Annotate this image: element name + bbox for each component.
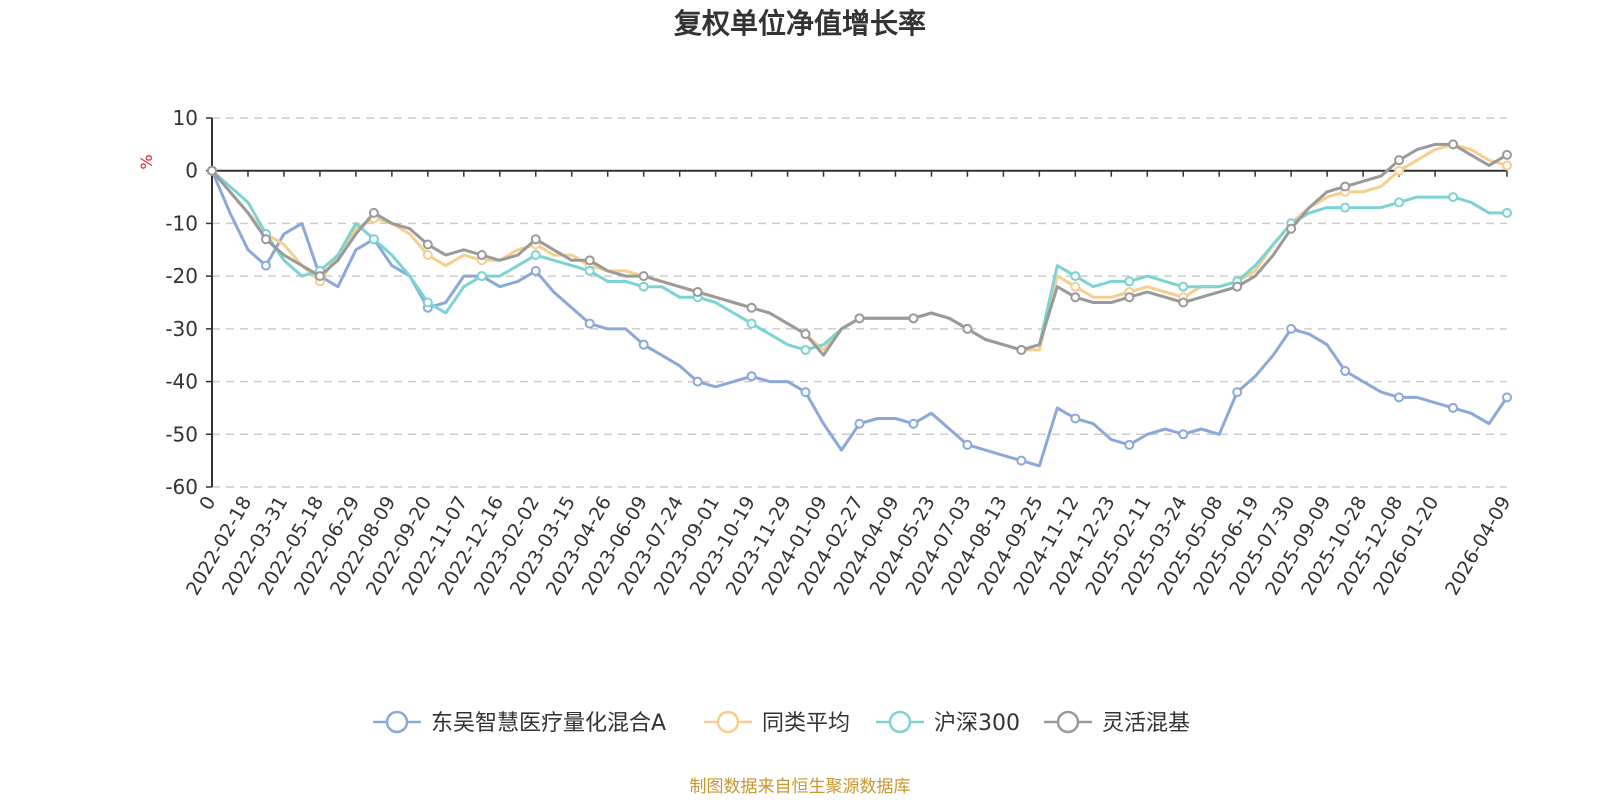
data-point (422, 250, 433, 261)
data-point (1016, 455, 1027, 466)
data-point (1286, 323, 1297, 334)
data-point (584, 318, 595, 329)
data-point (800, 329, 811, 340)
series-3 (207, 139, 1512, 357)
data-point (314, 271, 325, 282)
y-tick-label: -20 (165, 264, 198, 288)
y-tick-label: -40 (165, 370, 198, 394)
legend[interactable]: 东吴智慧医疗量化混合A 同类平均 沪深300 灵活混基 (373, 710, 1190, 736)
data-point (368, 234, 379, 245)
axes (211, 118, 1508, 487)
data-point (530, 265, 541, 276)
legend-swatch-marker (716, 710, 740, 734)
y-tick-label: -10 (165, 211, 198, 235)
series-0 (207, 165, 1512, 468)
data-point (1448, 139, 1459, 150)
y-tick-label: -60 (165, 475, 198, 499)
gridlines (206, 117, 1507, 488)
data-point (854, 418, 865, 429)
data-point (692, 376, 703, 387)
data-point (1232, 387, 1243, 398)
data-point (1070, 281, 1081, 292)
data-point (638, 281, 649, 292)
data-point (962, 439, 973, 450)
legend-label: 东吴智慧医疗量化混合A (431, 711, 666, 736)
data-point (1124, 292, 1135, 303)
data-point (368, 207, 379, 218)
data-point (1502, 392, 1512, 403)
data-point (1502, 149, 1512, 160)
y-axis-unit: % (137, 154, 156, 169)
data-point (476, 250, 487, 261)
x-tick-labels: 02022-02-182022-03-312022-05-182022-06-2… (182, 493, 1515, 600)
data-point (1178, 281, 1189, 292)
data-point (1070, 413, 1081, 424)
legend-item[interactable]: 同类平均 (704, 710, 850, 736)
x-tick-label: 0 (195, 493, 220, 514)
data-point (584, 265, 595, 276)
legend-label: 沪深300 (934, 711, 1020, 736)
data-point (746, 371, 757, 382)
legend-item[interactable]: 东吴智慧医疗量化混合A (373, 710, 666, 736)
data-point (638, 339, 649, 350)
data-point (1178, 429, 1189, 440)
data-point (1286, 223, 1297, 234)
data-point (1394, 165, 1405, 176)
data-source-note: 制图数据来自恒生聚源数据库 (690, 777, 911, 797)
data-point (1232, 281, 1243, 292)
legend-item[interactable]: 灵活混基 (1044, 710, 1190, 736)
data-point (746, 302, 757, 313)
data-point (422, 297, 433, 308)
y-tick-label: -30 (165, 317, 198, 341)
data-point (1448, 402, 1459, 413)
data-point (1178, 297, 1189, 308)
series-lines (207, 139, 1512, 468)
data-point (422, 239, 433, 250)
data-point (1394, 155, 1405, 166)
data-point (1340, 181, 1351, 192)
data-point (1070, 271, 1081, 282)
data-point (1502, 207, 1512, 218)
legend-swatch-marker (385, 710, 409, 734)
data-point (854, 313, 865, 324)
data-point (962, 323, 973, 334)
data-point (530, 250, 541, 261)
data-point (1124, 276, 1135, 287)
legend-label: 同类平均 (762, 711, 850, 736)
y-tick-labels: 10 0 -10 -20 -30 -40 -50 -60 (165, 106, 198, 499)
data-point (692, 286, 703, 297)
data-point (1070, 292, 1081, 303)
legend-label: 灵活混基 (1102, 711, 1190, 736)
data-point (1016, 344, 1027, 355)
legend-swatch-marker (1056, 710, 1080, 734)
data-point (746, 318, 757, 329)
data-point (530, 234, 541, 245)
x-tick-label: 2026-04-09 (1441, 493, 1515, 600)
data-point (1124, 439, 1135, 450)
series-2 (207, 165, 1512, 355)
data-point (207, 165, 217, 176)
data-point (260, 234, 271, 245)
data-point (1394, 197, 1405, 208)
data-point (584, 255, 595, 266)
legend-item[interactable]: 沪深300 (876, 710, 1020, 736)
legend-swatch-marker (888, 710, 912, 734)
data-point (638, 271, 649, 282)
data-point (1448, 192, 1459, 203)
data-point (800, 387, 811, 398)
chart-title: 复权单位净值增长率 (674, 7, 926, 40)
data-point (800, 344, 811, 355)
data-point (908, 313, 919, 324)
data-point (1394, 392, 1405, 403)
y-tick-label: 0 (185, 159, 198, 183)
data-point (476, 271, 487, 282)
y-tick-label: -50 (165, 422, 198, 446)
data-point (260, 260, 271, 271)
data-point (1502, 160, 1512, 171)
data-point (1340, 366, 1351, 377)
y-tick-label: 10 (173, 106, 198, 130)
data-point (908, 418, 919, 429)
data-point (1340, 202, 1351, 213)
